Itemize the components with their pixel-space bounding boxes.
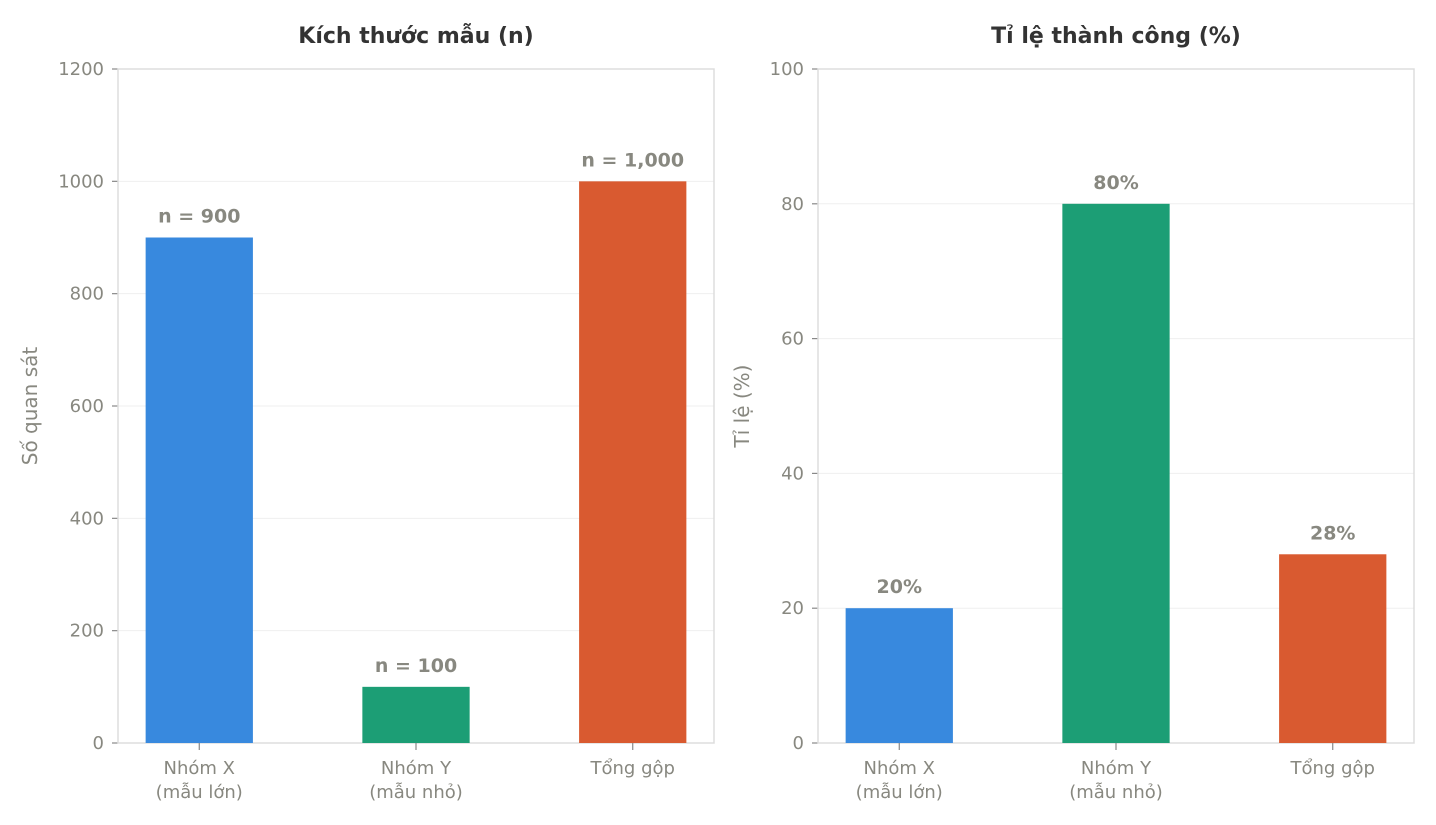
chart-title: Kích thước mẫu (n) [298,24,533,49]
y-tick-label: 0 [93,733,104,754]
bar [845,608,953,743]
x-tick-label: Tổng gộp [1290,758,1375,779]
data-label: n = 900 [158,206,240,228]
chart-panel-2: 0 20 40 60 80 100 20% Nhóm X (mẫu lớn) 80% Nhóm Y (… [730,24,1415,803]
y-tick-label: 200 [70,621,104,642]
x-tick-label: Tổng gộp [590,758,675,779]
data-label: 20% [877,576,922,598]
bar [1279,554,1387,743]
y-axis-label: Số quan sát [18,347,42,466]
x-tick-label: (mẫu lớn) [856,782,943,803]
x-tick-label: (mẫu nhỏ) [369,782,463,803]
y-tick-label: 40 [781,463,804,484]
y-tick-label: 60 [781,329,804,350]
y-tick-label: 1200 [58,59,104,80]
bar [145,237,253,743]
y-tick-label: 20 [781,598,804,619]
data-label: 28% [1310,522,1355,544]
data-label: n = 1,000 [581,149,684,171]
x-tick-label: Nhóm X [164,758,235,779]
y-tick-label: 1000 [58,171,104,192]
chart-panel-1: 0 200 400 600 800 1000 1200 n = 900 Nhóm X (mẫu l… [18,24,715,803]
bar [362,686,470,743]
y-axis-label: Tỉ lệ (%) [730,365,754,449]
chart-title: Tỉ lệ thành công (%) [991,24,1241,49]
y-tick-label: 400 [70,508,104,529]
data-label: n = 100 [375,655,457,677]
x-tick-label: Nhóm X [864,758,935,779]
bar [1062,203,1170,744]
x-tick-label: (mẫu lớn) [156,782,243,803]
y-tick-label: 80 [781,194,804,215]
y-tick-label: 600 [70,396,104,417]
y-tick-label: 800 [70,284,104,305]
x-tick-label: Nhóm Y [1081,758,1152,779]
data-label: 80% [1093,172,1138,194]
bar [579,181,687,744]
x-tick-label: (mẫu nhỏ) [1069,782,1163,803]
y-tick-label: 0 [793,733,804,754]
x-tick-label: Nhóm Y [381,758,452,779]
y-tick-label: 100 [770,59,804,80]
